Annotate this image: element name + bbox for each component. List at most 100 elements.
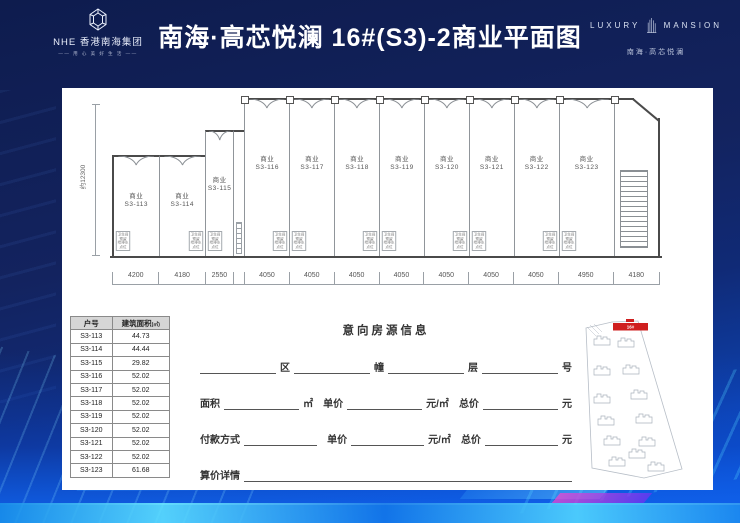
- unit-price-blank2[interactable]: [351, 434, 425, 446]
- unit-label: 商业 S3-118: [345, 156, 369, 172]
- unit-label: 商业 S3-115: [207, 176, 232, 192]
- hatch-area: [586, 323, 603, 337]
- unit-id-cell: S3-114: [70, 342, 113, 358]
- unit-row: 商业 S3-113 卫生间预留 给排水点位 商业 S3-114 卫生间预留 给排水点位 商业 S3…: [110, 96, 662, 258]
- pricing-detail-blank[interactable]: [244, 470, 572, 482]
- table-row: S3-117 52.02: [70, 382, 171, 398]
- total-price-label2: 总价: [460, 435, 481, 446]
- dimension-value: 4050: [378, 272, 424, 284]
- unit-cell-S3-117: 商业 S3-117 卫生间预留 给排水点位: [286, 96, 335, 256]
- magenta-streak-decoration: [551, 493, 653, 503]
- area-price-row: 面积 ㎡ 单价 元/㎡ 总价 元: [200, 395, 572, 410]
- unit-label: 商业 S3-116: [255, 156, 279, 172]
- payment-label: 付款方式: [200, 435, 240, 446]
- bottom-line-decoration: [0, 503, 740, 505]
- luxury-word: LUXURY: [590, 20, 641, 30]
- unit-price-blank[interactable]: [347, 398, 423, 410]
- dimension-value: 4180: [158, 272, 204, 284]
- unit-area-cell: 52.02: [111, 369, 171, 384]
- location-row: 区 幢 层 号: [200, 359, 572, 374]
- unit-label: 商业 S3-114: [170, 192, 194, 208]
- unit-cell-S3-119: 商业 S3-119 卫生间预留 给排水点位: [376, 96, 424, 256]
- unit-label: 商业 S3-122: [524, 156, 549, 172]
- plumbing-note: 卫生间预留 给排水点位: [115, 231, 131, 251]
- floor-blank[interactable]: [388, 362, 464, 374]
- unit-price-unit: 元/㎡: [426, 399, 449, 410]
- unit-price-label: 单价: [323, 399, 344, 410]
- plumbing-note: 卫生间预留 给排水点位: [452, 231, 468, 251]
- brand-name: NHE 香港南海集团: [53, 37, 143, 48]
- unit-id-cell: S3-116: [70, 369, 113, 384]
- unit-area-cell: 29.82: [111, 356, 171, 371]
- payment-blank[interactable]: [244, 434, 318, 446]
- stair-area: [610, 96, 660, 256]
- unit-cell-S3-122: 商业 S3-122 卫生间预留 给排水点位: [510, 96, 559, 256]
- number-blank[interactable]: [482, 362, 558, 374]
- bottom-beam-decoration: [0, 503, 740, 523]
- total-price-unit2: 元: [562, 435, 573, 446]
- door-swing-icon: [564, 99, 610, 109]
- staircase-icon: [619, 170, 649, 249]
- table-row: S3-114 44.44: [70, 342, 171, 358]
- plumbing-note: 卫生间预留 给排水点位: [471, 231, 487, 251]
- detail-row: 算价详情: [200, 467, 572, 482]
- door-swing-icon: [117, 156, 155, 166]
- district-blank[interactable]: [200, 362, 276, 374]
- total-price-unit: 元: [562, 399, 573, 410]
- unit-area-cell: 52.02: [111, 449, 171, 465]
- dimension-value: 2550: [204, 272, 233, 284]
- unit-cell-S3-113: 商业 S3-113 卫生间预留 给排水点位: [112, 155, 159, 256]
- table-row: S3-116 52.02: [70, 369, 171, 384]
- table-row: S3-118 52.02: [70, 396, 171, 411]
- plumbing-note: 卫生间预留 给排水点位: [362, 231, 378, 251]
- unit-area-cell: 44.73: [111, 329, 171, 344]
- gem-logo-icon: [89, 8, 107, 31]
- building-blank[interactable]: [294, 362, 370, 374]
- dimension-value: 4180: [612, 272, 659, 284]
- unit-id-cell: S3-120: [70, 423, 113, 438]
- payment-row: 付款方式 单价 元/㎡ 总价 元: [200, 431, 572, 446]
- site-boundary: [585, 320, 683, 479]
- dimension-value: 4950: [557, 272, 613, 284]
- total-price-blank[interactable]: [482, 398, 559, 410]
- dimension-value: 4050: [288, 272, 334, 284]
- table-header-row: 户号 建筑面积(㎡): [70, 315, 171, 331]
- area-unit: ㎡: [303, 399, 314, 410]
- door-swing-icon: [293, 99, 331, 109]
- dimension-value: 4050: [468, 272, 513, 284]
- plumbing-note: 卫生间预留 给排水点位: [207, 231, 223, 251]
- highlighted-building-label: 16#: [627, 325, 635, 330]
- highlighted-building: [613, 323, 648, 331]
- table-row: S3-119 52.02: [70, 409, 171, 425]
- plumbing-note: 卫生间预留 给排水点位: [561, 231, 576, 251]
- table-row: S3-120 52.02: [70, 423, 171, 438]
- number-label: 号: [562, 363, 572, 374]
- small-stair-icon: [236, 222, 243, 254]
- unit-cell-S3-123: 商业 S3-123 卫生间预留 给排水点位: [555, 96, 614, 256]
- area-blank[interactable]: [224, 398, 300, 410]
- highlight-tag: [626, 319, 634, 322]
- floor-plan: 约12300 商业 S3-113 卫生间预留 给排水点位 商业 S3-114 卫生间预留 给排…: [62, 94, 713, 294]
- plumbing-note: 卫生间预留 给排水点位: [188, 231, 204, 251]
- unit-price-label2: 单价: [327, 435, 348, 446]
- total-price-blank2[interactable]: [484, 434, 559, 446]
- unit-price-unit2: 元/㎡: [428, 435, 451, 446]
- table-row: S3-113 44.73: [70, 329, 171, 344]
- dimension-value: 4050: [513, 272, 558, 284]
- unit-area-cell: 52.02: [111, 423, 171, 438]
- unit-area-cell: 52.02: [111, 409, 171, 425]
- door-swing-icon: [338, 99, 376, 109]
- unit-id-cell: S3-123: [70, 463, 113, 478]
- vertical-dimension-label: 约12300: [80, 164, 87, 190]
- left-streaks-decoration: [0, 90, 56, 403]
- door-swing-icon: [248, 99, 286, 109]
- table-row: S3-115 29.82: [70, 356, 171, 371]
- pricing-detail-label: 算价详情: [200, 471, 240, 482]
- form-title: 意向房源信息: [342, 325, 430, 337]
- unit-area-cell: 61.68: [111, 463, 171, 478]
- unit-label: 商业 S3-117: [300, 156, 324, 172]
- unit-cell-S3-120: 商业 S3-120 卫生间预留 给排水点位: [420, 96, 469, 256]
- table-row: S3-121 52.02: [70, 436, 171, 451]
- vertical-dimension-line: [92, 104, 100, 256]
- dimension-value: [232, 272, 244, 284]
